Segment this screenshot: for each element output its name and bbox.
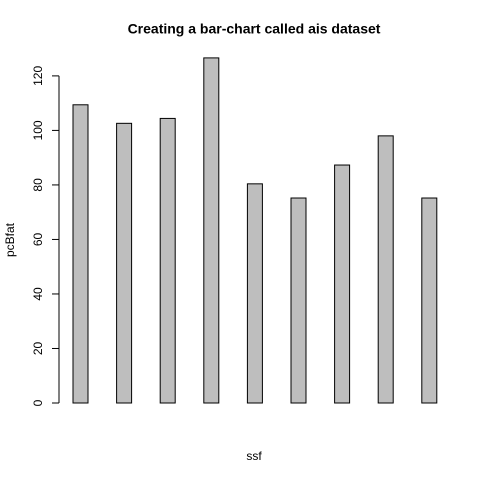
y-tick-label: 0 — [31, 399, 45, 406]
bar — [377, 135, 394, 404]
bar — [72, 104, 89, 404]
chart-title: Creating a bar-chart called ais dataset — [128, 21, 381, 37]
y-axis-label: pcBfat — [3, 222, 17, 257]
bar — [421, 197, 438, 404]
y-tick-label: 80 — [31, 178, 45, 192]
y-tick-label: 100 — [31, 120, 45, 140]
y-tick-label: 20 — [31, 341, 45, 355]
x-axis-label: ssf — [246, 449, 262, 463]
y-tick-label: 60 — [31, 232, 45, 246]
bar — [290, 197, 307, 404]
bar — [334, 164, 351, 404]
y-tick-label: 40 — [31, 287, 45, 301]
bar — [159, 117, 176, 404]
y-tick-label: 120 — [31, 66, 45, 86]
bar — [116, 122, 133, 404]
bar — [203, 57, 220, 404]
bar — [246, 183, 263, 404]
